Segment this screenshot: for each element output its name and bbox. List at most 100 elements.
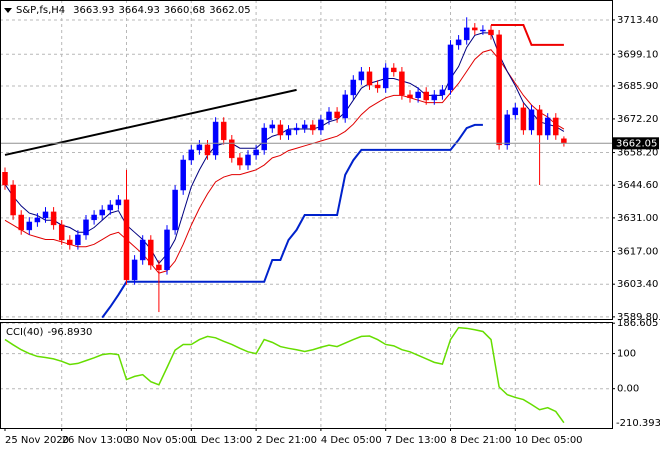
candle-body (196, 144, 203, 151)
cci-y-tick-label: 100 (617, 349, 636, 360)
x-tick-label: 26 Nov 13:00 (62, 435, 129, 446)
candle-body (229, 139, 235, 159)
chart-title: S&P,fs,H4 3663.93 3664.93 3660.68 3662.05 (16, 5, 251, 16)
candle-body (358, 71, 365, 81)
candle-body (399, 71, 405, 96)
x-tick-label: 10 Dec 05:00 (515, 435, 582, 446)
cci-name: CCI(40) (6, 327, 44, 338)
candle-body (269, 124, 276, 129)
candle-body (342, 94, 348, 119)
high-value: 3664.93 (119, 5, 160, 16)
candle-body (488, 29, 494, 36)
candle-body (131, 259, 138, 281)
candle-body (544, 117, 551, 136)
candle-body (520, 107, 527, 131)
candle-body (67, 239, 73, 246)
x-tick-label: 1 Dec 13:00 (191, 435, 252, 446)
candle-body (310, 124, 316, 131)
candle-body (156, 264, 162, 271)
candle-body (164, 229, 170, 271)
candle-body (83, 219, 89, 236)
y-tick-label: 3699.10 (617, 49, 658, 60)
y-tick-label: 3589.80 (617, 312, 658, 323)
candle-body (391, 67, 397, 73)
candle-body (91, 214, 97, 221)
cci-y-tick-label: 0.00 (617, 384, 639, 395)
symbol: S&P,fs,H4 (16, 5, 65, 16)
candle-body (42, 211, 49, 219)
candle-body (261, 127, 267, 151)
candle-body (139, 239, 146, 261)
candle-body (285, 129, 292, 136)
x-tick-label: 7 Dec 13:00 (386, 435, 447, 446)
candle-body (180, 159, 186, 191)
cci-title: CCI(40) -96.8930 (6, 327, 92, 338)
candle-body (237, 157, 243, 166)
candle-body (407, 94, 413, 99)
x-tick-label: 4 Dec 05:00 (321, 435, 382, 446)
ma-slow-line (4, 49, 565, 274)
candle-body (2, 172, 8, 186)
candle-body (382, 67, 389, 89)
y-tick-label: 3603.40 (617, 279, 658, 290)
main-pane-frame (0, 0, 613, 320)
close-value: 3662.05 (209, 5, 250, 16)
candle-body (277, 124, 284, 136)
candle-body (10, 184, 16, 216)
candle-body (423, 91, 429, 101)
y-tick-label: 3672.20 (617, 114, 658, 125)
candle-body (318, 119, 324, 131)
candle-body (439, 89, 446, 96)
candle-body (172, 189, 178, 231)
candle-body (75, 234, 81, 246)
cci-line (4, 326, 565, 424)
candle-body (512, 107, 519, 116)
x-tick-label: 30 Nov 05:00 (127, 435, 194, 446)
y-tick-label: 3644.60 (617, 180, 658, 191)
candle-body (504, 114, 510, 146)
y-tick-label: 3713.40 (617, 15, 658, 26)
candle-body (253, 149, 259, 156)
candle-body (212, 121, 219, 156)
cci-min-label: -210.393 (616, 418, 660, 429)
x-tick-label: 25 Nov 2020 (5, 435, 69, 446)
x-tick-label: 8 Dec 21:00 (451, 435, 512, 446)
candle-body (553, 117, 559, 136)
cci-value: -96.8930 (47, 327, 92, 338)
candle-body (415, 91, 421, 99)
candle-body (123, 199, 130, 281)
candle-body (220, 121, 227, 141)
candle-body (58, 224, 65, 241)
candle-body (245, 154, 251, 166)
candle-body (326, 111, 332, 121)
candle-body (34, 217, 41, 223)
candle-body (115, 199, 122, 206)
current-price-label: 3662.05 (616, 138, 657, 149)
cci-y-tick-label: 186.6057 (617, 318, 660, 329)
low-value: 3660.68 (164, 5, 205, 16)
candle-body (496, 34, 502, 146)
candle-body (26, 221, 33, 231)
stop-long-line (101, 123, 483, 319)
candle-body (148, 239, 154, 266)
ma-fast-line (4, 32, 565, 265)
candle-body (50, 211, 57, 226)
candle-body (561, 138, 567, 144)
y-tick-label: 3617.00 (617, 247, 658, 258)
candle-body (480, 29, 486, 32)
candle-body (528, 109, 535, 131)
candle-body (301, 124, 308, 129)
candle-body (447, 44, 454, 91)
candle-body (374, 84, 381, 89)
menu-arrow[interactable] (4, 8, 12, 13)
candle-body (293, 127, 300, 131)
trendline (4, 88, 297, 156)
plot-layer (0, 0, 612, 428)
candle-body (350, 79, 357, 96)
candle-body (463, 27, 470, 41)
open-value: 3663.93 (73, 5, 114, 16)
candle-body (188, 149, 195, 161)
y-tick-label: 3631.00 (617, 213, 658, 224)
candle-body (107, 204, 114, 211)
